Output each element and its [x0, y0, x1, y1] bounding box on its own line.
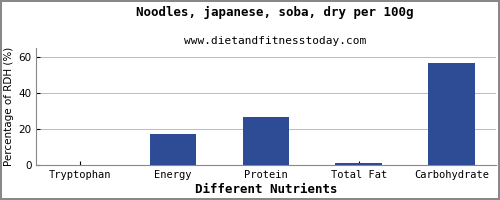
Bar: [336, 163, 382, 165]
Y-axis label: Percentage of RDH (%): Percentage of RDH (%): [4, 47, 14, 166]
Text: www.dietandfitnesstoday.com: www.dietandfitnesstoday.com: [184, 36, 366, 46]
Bar: [242, 117, 289, 165]
Bar: [150, 134, 196, 165]
Text: Noodles, japanese, soba, dry per 100g: Noodles, japanese, soba, dry per 100g: [136, 6, 414, 19]
Bar: [428, 63, 474, 165]
X-axis label: Different Nutrients: Different Nutrients: [194, 183, 337, 196]
